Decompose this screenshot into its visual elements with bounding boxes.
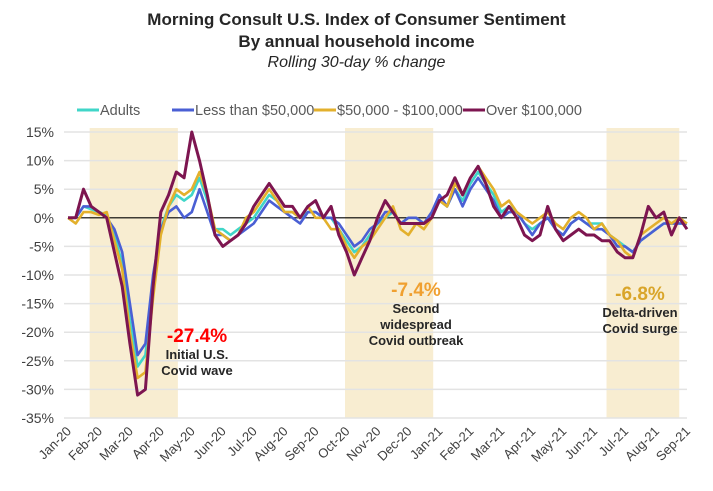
x-tick-label: Sep-20 <box>281 424 321 464</box>
y-tick-label: -25% <box>21 353 54 369</box>
x-tick-label: Dec-20 <box>374 424 414 464</box>
x-tick-label: Mar-21 <box>468 424 508 464</box>
legend-item: Adults <box>77 103 140 119</box>
x-axis-ticks: Jan-20Feb-20Mar-20Apr-20May-20Jun-20Jul-… <box>35 424 693 465</box>
annotation-value: -27.4% <box>167 326 227 347</box>
legend-item: Over $100,000 <box>463 103 582 119</box>
x-tick-label: Jun-20 <box>190 424 229 463</box>
legend-label: Adults <box>100 103 140 119</box>
series-line-over-100-000 <box>68 130 689 397</box>
y-tick-label: -10% <box>21 267 54 283</box>
y-tick-label: -5% <box>29 238 54 254</box>
y-tick-label: -20% <box>21 324 54 340</box>
x-tick-label: Sep-21 <box>653 424 693 464</box>
y-axis-ticks: 15% 10% 5% 0% -5% -10% -15% -20% -25% -30% -35% <box>21 124 54 426</box>
y-tick-label: -35% <box>21 410 54 426</box>
annotation-label: Initial U.S. <box>166 347 229 362</box>
x-tick-label: Mar-20 <box>96 424 136 464</box>
annotation-label: Covid surge <box>602 321 677 336</box>
annotation-1: -27.4%Initial U.S.Covid wave <box>161 326 233 378</box>
x-tick-label: May-21 <box>528 424 569 465</box>
legend: Adults Less than $50,000 $50,000 - $100,00… <box>77 103 582 119</box>
y-tick-label: 15% <box>26 124 54 140</box>
y-tick-label: 10% <box>26 153 54 169</box>
shaded-period-3 <box>606 128 680 418</box>
shaded-period-2 <box>345 128 434 418</box>
annotation-value: -6.8% <box>615 284 665 305</box>
y-tick-label: 0% <box>34 210 54 226</box>
series-line-less-than-50-000 <box>68 176 687 357</box>
legend-label: $50,000 - $100,000 <box>337 103 463 119</box>
series-line--50-000-100-000 <box>67 165 688 380</box>
legend-label: Less than $50,000 <box>195 103 314 119</box>
x-tick-label: Feb-20 <box>65 424 105 464</box>
annotation-value: -7.4% <box>391 280 441 301</box>
chart-subtitle-2: Rolling 30-day % change <box>267 54 446 71</box>
annotation-label: Delta-driven <box>602 305 677 320</box>
annotation-label: widespread <box>379 317 452 332</box>
series-lines <box>67 130 689 397</box>
x-tick-label: Jun-21 <box>562 424 601 463</box>
annotations: -27.4%Initial U.S.Covid wave -7.4%Secondw… <box>161 280 677 378</box>
legend-label: Over $100,000 <box>486 103 582 119</box>
x-tick-label: Feb-21 <box>437 424 477 464</box>
legend-item: Less than $50,000 <box>172 103 314 119</box>
annotation-label: Second <box>393 301 440 316</box>
chart-title: Morning Consult U.S. Index of Consumer S… <box>147 10 566 29</box>
annotation-label: Covid wave <box>161 363 233 378</box>
legend-item: $50,000 - $100,000 <box>314 103 463 119</box>
annotation-label: Covid outbreak <box>369 333 464 348</box>
y-tick-label: -30% <box>21 381 54 397</box>
shaded-periods <box>89 128 680 418</box>
chart-subtitle: By annual household income <box>238 32 475 51</box>
y-tick-label: -15% <box>21 296 54 312</box>
y-tick-label: 5% <box>34 181 54 197</box>
x-tick-label: May-20 <box>157 424 198 465</box>
